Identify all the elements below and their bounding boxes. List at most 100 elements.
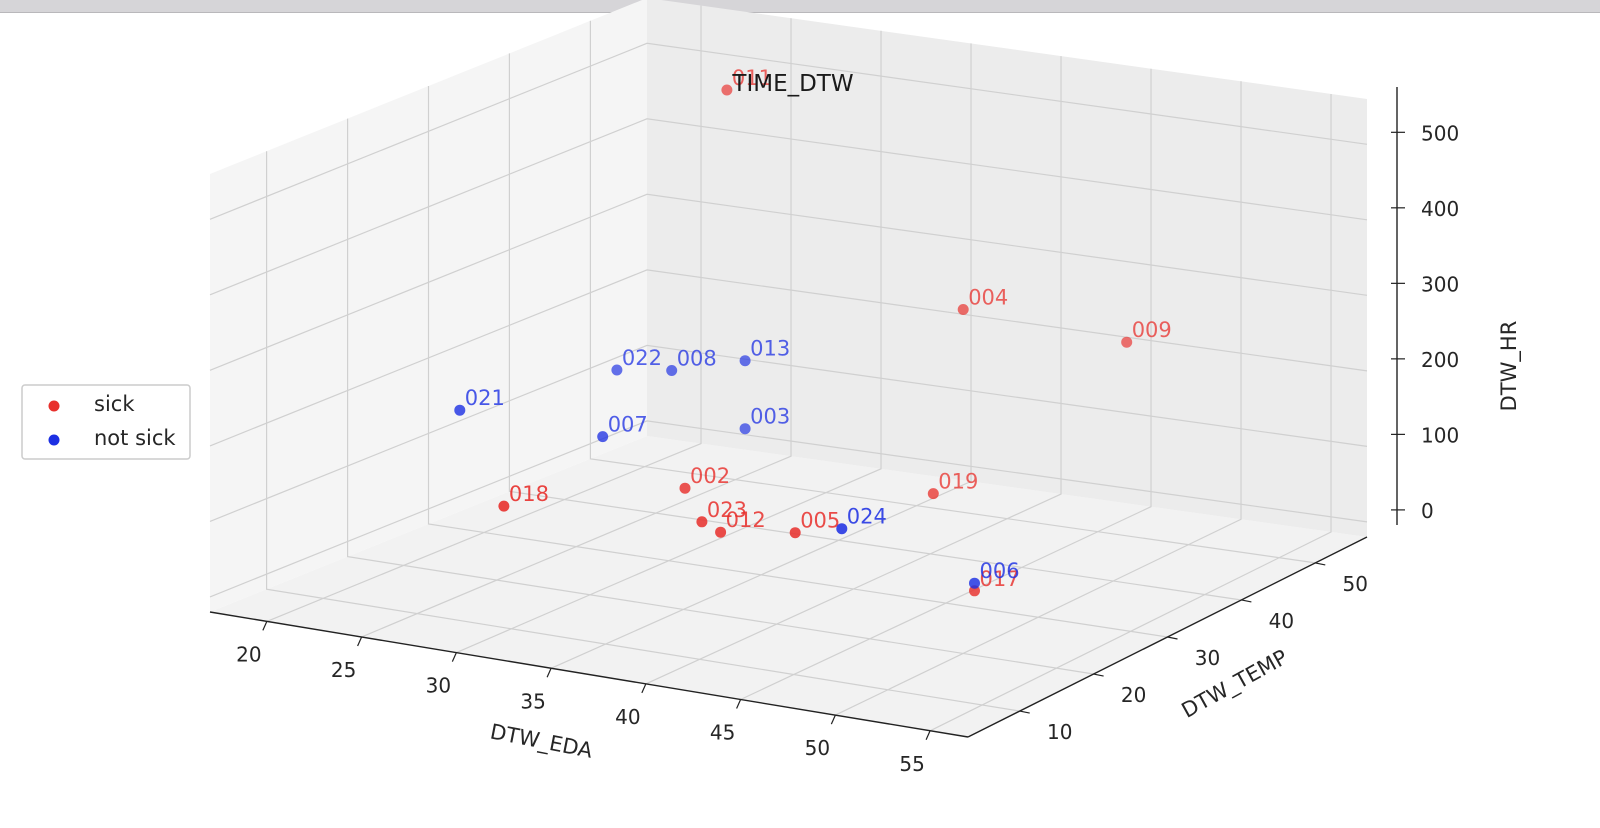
- scatter-point: [927, 488, 939, 500]
- legend-marker-sick: [48, 400, 60, 412]
- scatter-point: [739, 423, 751, 435]
- x-grid-line: [835, 81, 1242, 716]
- window-title-bar: [0, 0, 1600, 13]
- scatter-point: [454, 404, 466, 416]
- scatter-point: [957, 304, 969, 315]
- y-tick-label: 40: [1269, 609, 1294, 633]
- x-tick-mark: [830, 714, 836, 725]
- y-grid-line: [589, 20, 1316, 564]
- z-grid-line: [209, 193, 1368, 371]
- x-tick-mark: [262, 621, 268, 631]
- z-grid-line: [209, 420, 1368, 598]
- x-tick-label: 55: [899, 752, 924, 776]
- scatter-point: [969, 585, 980, 597]
- z-tick-label: 100: [1421, 423, 1459, 447]
- legend-label-sick: sick: [94, 392, 135, 416]
- point-label: 019: [938, 470, 978, 494]
- z-grid-line: [209, 344, 1368, 522]
- x-grid-line: [456, 30, 882, 654]
- x-tick-label: 50: [805, 736, 830, 760]
- point-label: 006: [980, 559, 1020, 583]
- y-tick-label: 50: [1343, 572, 1368, 596]
- scatter-point: [666, 365, 678, 376]
- y-tick-mark: [1241, 599, 1252, 603]
- z-tick-label: 0: [1421, 499, 1434, 523]
- x-tick-label: 25: [331, 658, 356, 682]
- scatter-point: [1121, 336, 1133, 348]
- x-grid-line: [550, 43, 972, 669]
- z-grid-line: [209, 42, 1368, 220]
- y-grid-line: [508, 53, 1242, 601]
- point-label: 017: [980, 567, 1020, 591]
- x-grid-line: [645, 56, 1062, 685]
- point-label: 009: [1132, 318, 1172, 342]
- legend-marker-not-sick: [48, 434, 60, 446]
- y-tick-mark: [1093, 673, 1104, 677]
- y-grid-line: [427, 86, 1168, 638]
- point-label: 018: [509, 482, 549, 506]
- scatter-point: [498, 500, 510, 512]
- z-tick-label: 200: [1421, 348, 1459, 372]
- scatter-point: [721, 84, 733, 96]
- z-axis-label: DTW_HR: [1497, 321, 1522, 412]
- point-label: 023: [707, 498, 747, 522]
- tick-labels: 2025303540455055102030405001002003004005…: [236, 121, 1459, 775]
- z-tick-label: 400: [1421, 197, 1459, 221]
- z-grid-line: [209, 118, 1368, 296]
- x-tick-label: 20: [236, 642, 261, 666]
- chart-title: TIME_DTW: [731, 71, 853, 97]
- scatter-point: [836, 523, 848, 535]
- legend: sick not sick: [21, 384, 191, 460]
- grid-lines: [209, 5, 1368, 732]
- point-label: 024: [847, 505, 887, 529]
- point-label: 004: [968, 286, 1008, 310]
- point-label: 022: [622, 346, 662, 370]
- z-tick-label: 500: [1421, 121, 1459, 145]
- x-grid-line: [740, 68, 1152, 701]
- point-label: 007: [608, 413, 648, 437]
- z-tick-label: 300: [1421, 272, 1459, 296]
- scatter-point: [597, 431, 609, 443]
- y-tick-mark: [1315, 562, 1326, 566]
- y-grid-line: [266, 151, 1020, 712]
- x-tick-mark: [925, 730, 931, 740]
- legend-label-not-sick: not sick: [94, 426, 176, 450]
- scatter-point: [679, 482, 691, 494]
- point-label: 013: [750, 337, 790, 361]
- scatter-point: [739, 355, 751, 367]
- scatter-point: [969, 577, 980, 589]
- y-tick-label: 30: [1195, 646, 1220, 670]
- floor-pane: [210, 436, 1367, 737]
- scatter-point: [789, 527, 801, 539]
- x-axis-line: [209, 611, 969, 738]
- x-tick-label: 45: [710, 721, 735, 745]
- x-tick-mark: [546, 668, 552, 678]
- y-tick-mark: [1019, 710, 1030, 714]
- x-tick-label: 30: [426, 674, 451, 698]
- x-tick-mark: [641, 683, 647, 694]
- x-tick-label: 35: [520, 689, 545, 713]
- y-tick-label: 10: [1047, 720, 1072, 744]
- y-tick-label: 20: [1121, 683, 1146, 707]
- point-label: 012: [726, 508, 766, 532]
- point-label: 002: [690, 464, 730, 488]
- scatter-point: [611, 364, 623, 376]
- scatter-point: [715, 526, 727, 538]
- y-tick-mark: [1167, 636, 1178, 640]
- x-grid-line: [361, 18, 792, 638]
- x-tick-mark: [357, 636, 363, 647]
- point-label: 005: [800, 509, 840, 533]
- point-label: 011: [732, 66, 772, 90]
- point-label: 021: [465, 386, 505, 410]
- legend-frame: [21, 384, 191, 460]
- point-label: 003: [750, 405, 790, 429]
- point-label: 008: [677, 347, 717, 371]
- scatter-point: [696, 516, 708, 528]
- x-grid-line: [929, 94, 1332, 732]
- x-tick-mark: [736, 699, 742, 709]
- axes-panes: [210, 0, 1367, 737]
- y-grid-line: [347, 118, 1094, 675]
- back-pane: [647, 0, 1367, 537]
